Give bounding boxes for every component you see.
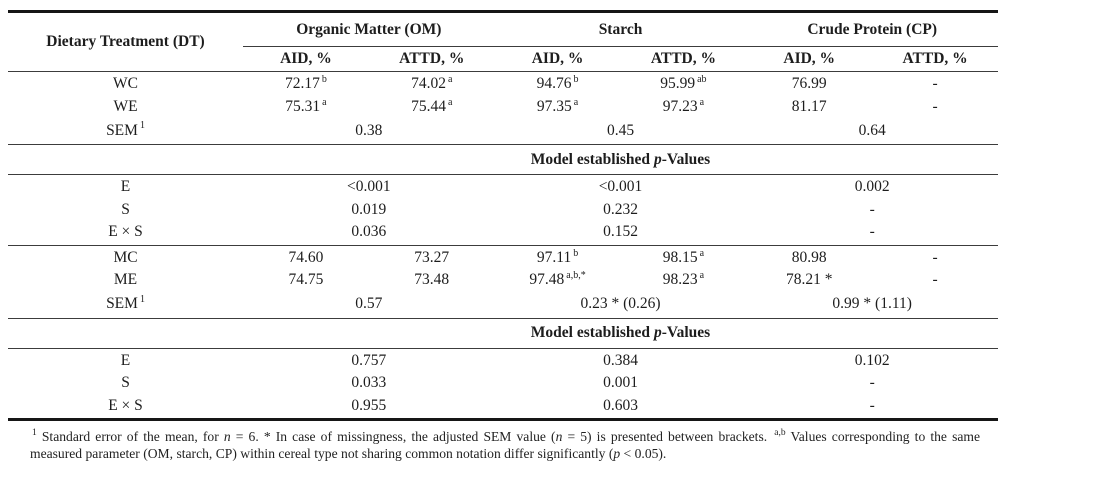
table-row-exs: E × S 0.955 0.603 - [8,395,998,418]
table-row-me: ME 74.75 73.48 97.48 a,b,* 98.23 a 78.21 *… [8,269,998,292]
row-label: S [121,374,130,392]
cell: 75.44 a [411,96,453,115]
cell: - [932,97,938,115]
table-row-wc: WC 72.17 b 74.02 a 94.76 b 95.99 ab 76.99 - [8,73,998,96]
table-row-we: WE 75.31 a 75.44 a 97.35 a 97.23 a 81.17 - [8,96,998,119]
row-label: E × S [108,396,143,414]
table-header: Dietary Treatment (DT) Organic Matter (O… [8,13,998,72]
subheader-row: AID, % ATTD, % AID, % ATTD, % AID, % ATT… [243,47,998,71]
cell: 0.002 [854,178,890,196]
dietary-treatment-header: Dietary Treatment (DT) [46,33,205,50]
table-row-exs: E × S 0.036 0.152 - [8,221,998,244]
cell: 74.02 a [411,74,453,93]
cell: 0.019 [351,200,387,218]
column-header-cp-attd: ATTD, % [902,50,968,67]
cell: 0.757 [351,351,387,369]
cell: 81.17 [791,97,827,115]
cell: - [869,374,875,392]
row-label: SEM 1 [106,120,145,139]
cell: 97.11 b [536,247,579,266]
pvalues-section-header: Model established p-Values [8,319,998,349]
row-label: E × S [108,223,143,241]
table-row-s: S 0.033 0.001 - [8,372,998,395]
row-label: MC [113,248,138,266]
column-header-om-attd: ATTD, % [399,50,465,67]
cell-sem-cp: 0.99 * (1.11) [832,295,912,312]
cell-sem-om: 0.57 [355,295,383,312]
table-row-mc: MC 74.60 73.27 97.11 b 98.15 a 80.98 - [8,247,998,270]
cell: - [932,271,938,289]
group-header-row: Organic Matter (OM) Starch Crude Protein… [243,13,998,47]
cell: 95.99 ab [660,74,707,93]
column-header-cp-aid: AID, % [783,50,836,67]
cell-sem-starch: 0.23 * (0.26) [580,295,661,312]
table-row-sem-wheat: SEM 1 0.38 0.45 0.64 [8,118,998,143]
cell: - [932,248,938,266]
wheat-section: WC 72.17 b 74.02 a 94.76 b 95.99 ab 76.99 - … [8,72,998,145]
table-row-e: E <0.001 <0.001 0.002 [8,176,998,199]
cell: 0.036 [351,223,387,241]
column-header-starch-aid: AID, % [531,50,584,67]
header-right-block: Organic Matter (OM) Starch Crude Protein… [243,13,998,71]
cell: 0.102 [854,351,890,369]
maize-section: MC 74.60 73.27 97.11 b 98.15 a 80.98 - ME … [8,246,998,319]
table-row-s: S 0.019 0.232 - [8,199,998,222]
cell: 98.23 a [662,270,705,289]
cell: 97.35 a [536,96,579,115]
row-label: E [120,178,131,196]
row-label: WC [113,75,138,93]
cell: - [869,223,875,241]
cell-sem-starch: 0.45 [606,121,635,139]
column-header-starch-attd: ATTD, % [650,50,716,67]
cell: <0.001 [347,178,391,196]
cell: - [869,200,875,218]
cell: 76.99 [791,75,827,93]
pvalues-section-header: Model established p-Values [8,145,998,175]
cell: 78.21 * [785,271,833,289]
cell: 94.76 b [536,74,579,93]
group-header-crude-protein: Crude Protein (CP) [807,20,938,38]
group-header-starch: Starch [598,20,643,38]
digestibility-table: Dietary Treatment (DT) Organic Matter (O… [8,10,998,421]
column-header-om-aid: AID, % [280,50,332,67]
pvalues-section-wheat: E <0.001 <0.001 0.002 S 0.019 0.232 - E … [8,175,998,246]
cell: 72.17 b [284,74,327,93]
table-row-e: E 0.757 0.384 0.102 [8,350,998,373]
cell: 73.27 [414,248,450,266]
cell: 74.60 [288,248,324,266]
pvalues-title: Model established p-Values [530,150,711,168]
table-row-sem-maize: SEM 1 0.57 0.23 * (0.26) 0.99 * (1.11) [8,292,998,317]
row-label: S [121,200,130,218]
cell: 0.232 [603,200,638,218]
row-label: SEM 1 [106,293,145,312]
cell: 0.603 [603,396,638,414]
cell: - [932,75,938,93]
cell: 0.384 [603,351,638,369]
group-header-organic-matter: Organic Matter (OM) [296,20,442,38]
cell: <0.001 [598,178,643,196]
cell-sem-om: 0.38 [355,121,383,139]
cell: 75.31 a [285,96,327,115]
row-label: E [120,351,131,369]
cell: 80.98 [791,248,827,266]
cell: - [869,396,875,414]
pvalues-title: Model established p-Values [530,324,711,341]
cell: 0.152 [603,223,638,241]
cell: 73.48 [414,271,450,289]
cell: 0.955 [351,396,387,414]
cell: 97.48 a,b,* [529,270,586,289]
pvalues-section-maize: E 0.757 0.384 0.102 S 0.033 0.001 - E × … [8,349,998,419]
cell: 0.001 [603,374,638,392]
cell-sem-cp: 0.64 [858,121,886,139]
cell: 98.15 a [662,247,705,266]
table-footnote: 1 Standard error of the mean, for n = 6.… [30,428,981,462]
cell: 0.033 [351,374,387,392]
cell: 97.23 a [662,96,705,115]
row-label: WE [113,97,138,115]
row-label: ME [113,271,138,289]
cell: 74.75 [288,271,324,289]
